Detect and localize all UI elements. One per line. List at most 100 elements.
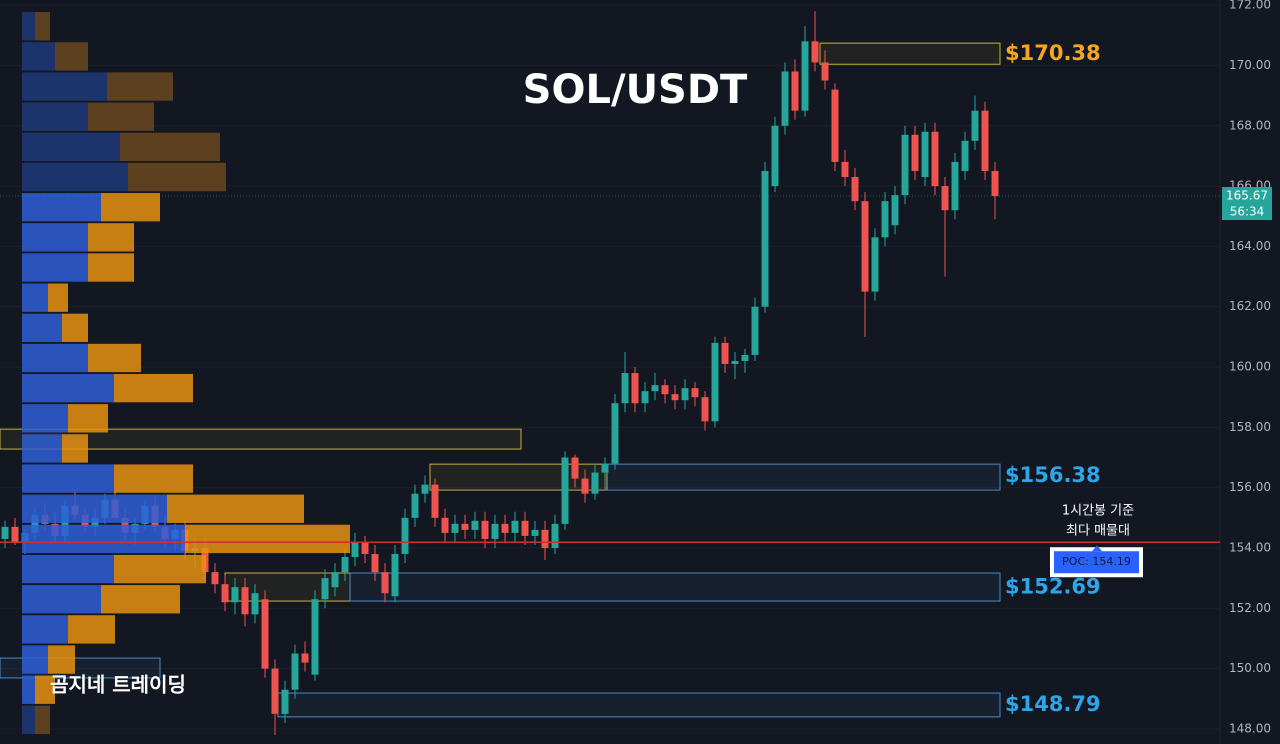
profile-buy-bar (22, 343, 88, 373)
overlays: $170.38 $156.38 $152.69 $148.79 POC: 154.19 1… (0, 41, 1272, 716)
poc-label: POC: 154.19 (1062, 555, 1131, 568)
profile-buy-bar (22, 705, 35, 735)
candle-body (611, 403, 619, 464)
candle-body (371, 554, 379, 573)
profile-buy-bar (22, 193, 101, 222)
candle-body (461, 523, 469, 530)
profile-sell-bar (88, 253, 134, 282)
candle-body (501, 523, 509, 533)
candle-body (221, 584, 229, 603)
candle-body (881, 201, 889, 238)
profile-buy-bar (22, 494, 167, 523)
candle-body (391, 554, 399, 597)
profile-buy-bar (22, 223, 88, 252)
profile-sell-bar (185, 524, 350, 554)
candle-body (671, 394, 679, 401)
candle-body (211, 572, 219, 585)
candle-body (841, 161, 849, 178)
candle-body (591, 472, 599, 494)
candle-body (851, 177, 859, 202)
candle-body (471, 520, 479, 530)
candle-body (541, 529, 549, 548)
candle-body (751, 306, 759, 355)
candle-body (911, 134, 919, 171)
candle-body (31, 514, 39, 533)
candle-body (741, 354, 749, 361)
candle-body (811, 41, 819, 63)
y-tick-label: 152.00 (1229, 601, 1271, 615)
profile-sell-bar (114, 554, 206, 584)
candle-body (721, 342, 729, 365)
zone-box (349, 572, 1001, 602)
profile-sell-bar (35, 675, 55, 704)
y-tick-label: 160.00 (1229, 360, 1271, 374)
candle-body (251, 593, 259, 615)
profile-buy-bar (22, 313, 62, 342)
candle-body (441, 517, 449, 533)
zone-box (819, 42, 1001, 65)
candle-body (361, 541, 369, 555)
candle-body (901, 134, 909, 196)
candle-body (291, 653, 299, 690)
y-tick-label: 168.00 (1229, 118, 1271, 132)
candle-body (521, 520, 529, 536)
poc-pointer (1092, 545, 1102, 552)
candles (1, 11, 999, 735)
poc-note: 최다 매물대 (1066, 524, 1130, 539)
volume-profile (22, 12, 350, 735)
candle-body (491, 523, 499, 539)
candle-body (971, 110, 979, 141)
candle-body (701, 397, 709, 422)
candle-body (821, 62, 829, 81)
candle-body (631, 373, 639, 404)
profile-buy-bar (22, 132, 120, 162)
candle-body (871, 237, 879, 292)
y-tick-label: 150.00 (1229, 661, 1271, 675)
profile-sell-bar (88, 102, 154, 131)
countdown-label: 56:34 (1230, 205, 1265, 219)
candle-body (531, 529, 539, 536)
profile-sell-bar (128, 162, 226, 192)
profile-buy-bar (22, 524, 185, 554)
y-tick-label: 158.00 (1229, 420, 1271, 434)
y-tick-label: 172.00 (1229, 0, 1271, 12)
profile-buy-bar (22, 434, 62, 463)
candle-body (511, 520, 519, 533)
profile-buy-bar (22, 12, 35, 41)
y-tick-label: 162.00 (1229, 299, 1271, 313)
candle-body (571, 457, 579, 479)
zones (0, 42, 1001, 718)
candle-body (681, 388, 689, 401)
candle-body (661, 385, 669, 395)
candle-body (401, 517, 409, 555)
candle-body (301, 653, 309, 663)
candle-body (771, 125, 779, 187)
candle-body (431, 484, 439, 518)
zone-box (277, 692, 1001, 718)
profile-sell-bar (107, 72, 173, 101)
zone-price-label: $170.38 (1005, 41, 1101, 65)
candle-body (861, 201, 869, 292)
profile-sell-bar (48, 645, 75, 674)
profile-buy-bar (22, 404, 68, 433)
profile-buy-bar (22, 102, 88, 131)
profile-buy-bar (22, 585, 101, 614)
candle-body (991, 170, 999, 197)
y-tick-label: 148.00 (1229, 721, 1271, 735)
candle-body (731, 360, 739, 365)
candle-body (621, 373, 629, 404)
candle-body (241, 587, 249, 615)
profile-sell-bar (167, 494, 304, 523)
y-tick-label: 164.00 (1229, 239, 1271, 253)
candle-body (381, 572, 389, 594)
profile-sell-bar (48, 283, 68, 312)
candle-body (641, 391, 649, 404)
candle-body (831, 89, 839, 162)
candle-body (781, 71, 789, 126)
profile-sell-bar (35, 12, 50, 41)
profile-sell-bar (101, 193, 160, 222)
poc-note: 1시간봉 기준 (1062, 504, 1134, 519)
